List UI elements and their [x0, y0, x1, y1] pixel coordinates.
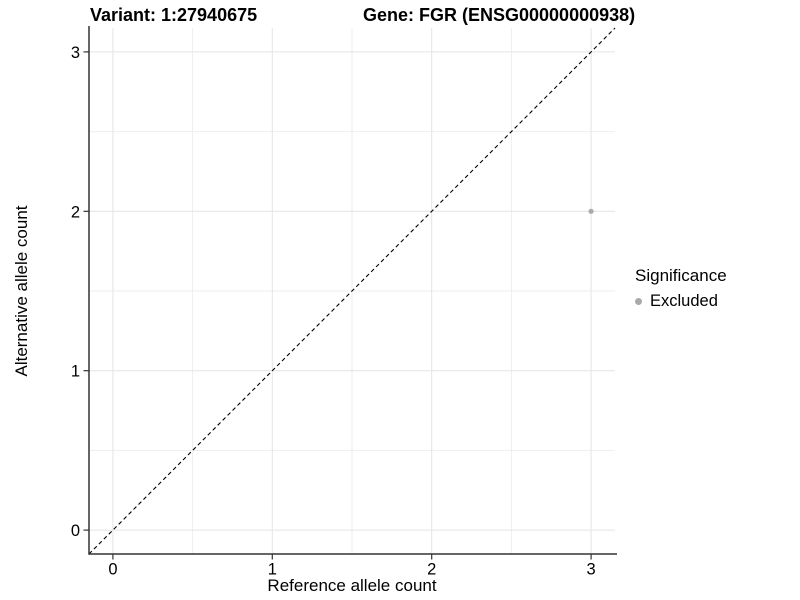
legend-items: Excluded: [635, 292, 727, 310]
y-tick-label: 2: [71, 203, 80, 221]
y-tick-label: 3: [71, 44, 80, 62]
x-axis-title: Reference allele count: [267, 576, 437, 595]
legend-point-icon: [635, 297, 642, 305]
x-tick-label: 2: [427, 561, 436, 579]
x-tick-label: 3: [586, 561, 595, 579]
identity-line: [88, 27, 616, 555]
y-tick-label: 0: [71, 522, 80, 540]
data-point: [588, 208, 594, 214]
y-tick-label: 1: [71, 363, 80, 381]
plot-title-gene: Gene: FGR (ENSG00000000938): [363, 5, 636, 25]
plot-title-variant: Variant: 1:27940675: [90, 5, 258, 25]
x-tick-label: 0: [108, 561, 117, 579]
x-tick-label: 1: [268, 561, 277, 579]
legend: Significance Excluded: [635, 266, 727, 310]
y-axis-title: Alternative allele count: [12, 205, 31, 377]
legend-item: Excluded: [635, 292, 727, 310]
legend-title: Significance: [635, 266, 727, 285]
legend-item-label: Excluded: [650, 292, 718, 310]
